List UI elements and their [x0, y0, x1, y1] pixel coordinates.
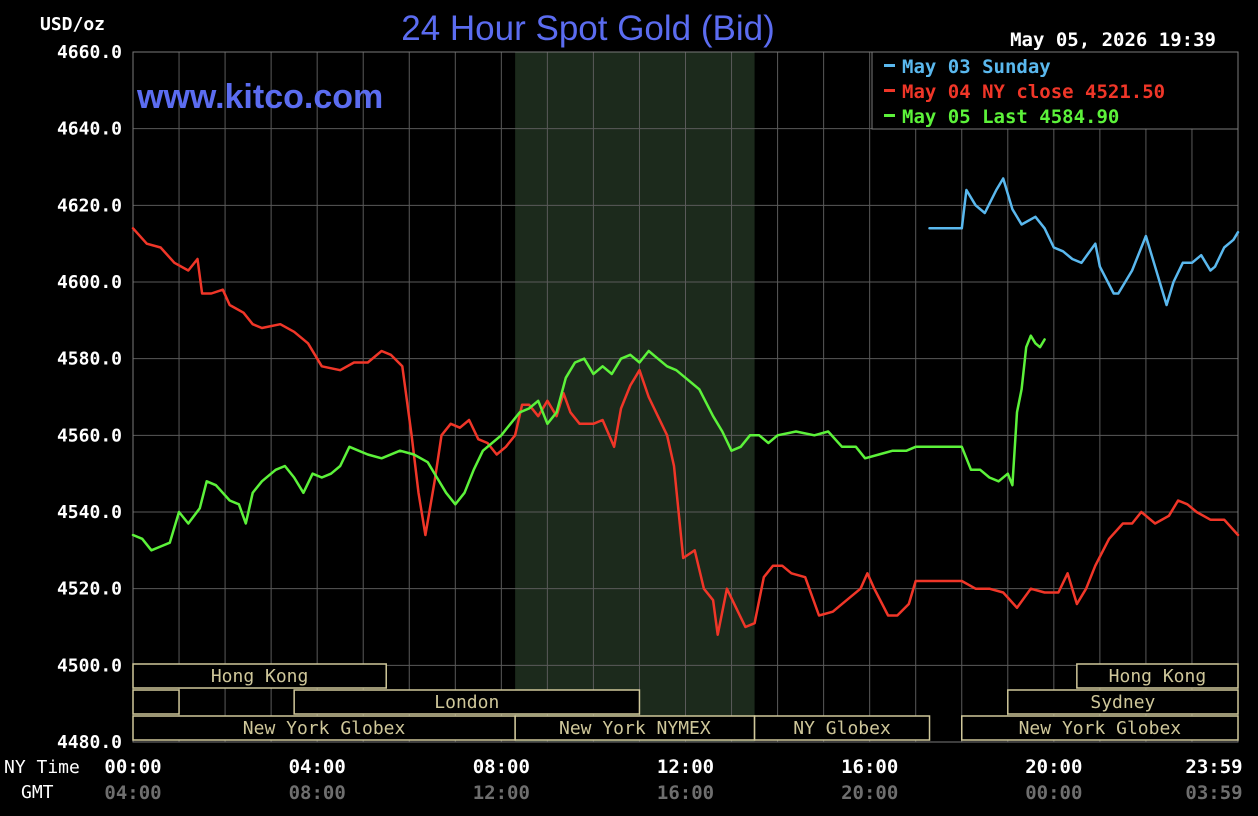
legend-item-last: May 05 Last 4584.90	[884, 106, 1119, 128]
x-tick-label-ny: 16:00	[841, 756, 898, 778]
legend-item-ny-close: May 04 NY close 4521.50	[884, 81, 1165, 103]
legend-item-sunday: May 03 Sunday	[884, 56, 1051, 78]
chart-legend: May 03 Sunday May 04 NY close 4521.50 Ma…	[871, 51, 1239, 130]
session-bar	[132, 663, 387, 689]
x-axis-ticks: 00:00 04:00 04:00 08:00 08:00 12:00 12:00 16:00…	[104, 756, 1242, 804]
y-tick-label: 4640.0	[57, 119, 122, 140]
session-label: Hong Kong	[211, 666, 309, 687]
x-tick-label-gmt: 04:00	[104, 782, 161, 804]
x-tick-label-ny: 23:59	[1185, 756, 1242, 778]
y-tick-label: 4540.0	[57, 502, 122, 523]
x-tick-label-gmt: 03:59	[1185, 782, 1242, 804]
legend-swatch-sunday	[884, 64, 895, 67]
y-axis-ticks: 4660.0 4640.0 4620.0 4600.0 4580.0 4560.0 4540…	[57, 42, 122, 753]
session-bar	[961, 715, 1239, 741]
y-tick-label: 4500.0	[57, 655, 122, 676]
nymex-session-shade	[515, 52, 755, 742]
y-tick-label: 4520.0	[57, 579, 122, 600]
y-tick-label: 4620.0	[57, 195, 122, 216]
x-tick-label-ny: 08:00	[473, 756, 530, 778]
timestamp: May 05, 2026 19:39	[1010, 29, 1216, 51]
session-bar	[293, 689, 641, 715]
plot-frame	[132, 51, 1239, 743]
session-label: Hong Kong	[1109, 666, 1207, 687]
x-tick-label-gmt: 08:00	[289, 782, 346, 804]
watermark-url: www.kitco.com	[136, 78, 383, 116]
session-bar	[1007, 689, 1239, 715]
ny-time-row-label: NY Time	[4, 757, 80, 778]
session-label: New York NYMEX	[559, 718, 711, 739]
chart-title: 24 Hour Spot Gold (Bid)	[401, 9, 775, 48]
session-label: Sydney	[1090, 692, 1155, 713]
series-line-last	[131, 334, 1046, 552]
y-tick-label: 4560.0	[57, 425, 122, 446]
y-axis-unit-label: USD/oz	[40, 14, 105, 35]
legend-label-sunday: May 03 Sunday	[902, 56, 1051, 78]
session-bar	[1076, 663, 1239, 689]
session-label: NY Globex	[793, 718, 891, 739]
y-tick-label: 4600.0	[57, 272, 122, 293]
session-label: New York Globex	[243, 718, 406, 739]
y-tick-label: 4580.0	[57, 349, 122, 370]
y-tick-label: 4660.0	[57, 42, 122, 63]
session-label: New York Globex	[1019, 718, 1182, 739]
legend-swatch-ny-close	[884, 89, 895, 92]
legend-label-last: May 05 Last 4584.90	[902, 106, 1119, 128]
legend-swatch-last	[884, 114, 895, 117]
x-tick-label-gmt: 20:00	[841, 782, 898, 804]
gmt-row-label: GMT	[21, 782, 54, 803]
legend-box	[871, 51, 1239, 130]
legend-label-ny-close: May 04 NY close 4521.50	[902, 81, 1165, 103]
session-bar	[132, 715, 516, 741]
chart-grid	[133, 52, 1238, 742]
session-bar	[514, 715, 756, 741]
session-label: London	[434, 692, 499, 713]
series-line-ny-close	[131, 227, 1240, 636]
series-line-sunday	[928, 177, 1240, 307]
x-tick-label-ny: 00:00	[104, 756, 161, 778]
session-bar	[753, 715, 931, 741]
x-tick-label-gmt: 16:00	[657, 782, 714, 804]
x-tick-label-gmt: 12:00	[473, 782, 530, 804]
y-tick-label: 4480.0	[57, 732, 122, 753]
x-tick-label-ny: 20:00	[1025, 756, 1082, 778]
session-bar	[132, 689, 180, 715]
session-bars: Hong Kong Hong Kong London Sydney New York G…	[132, 663, 1239, 741]
price-series	[131, 177, 1240, 636]
x-tick-label-ny: 04:00	[289, 756, 346, 778]
x-tick-label-gmt: 00:00	[1025, 782, 1082, 804]
x-tick-label-ny: 12:00	[657, 756, 714, 778]
